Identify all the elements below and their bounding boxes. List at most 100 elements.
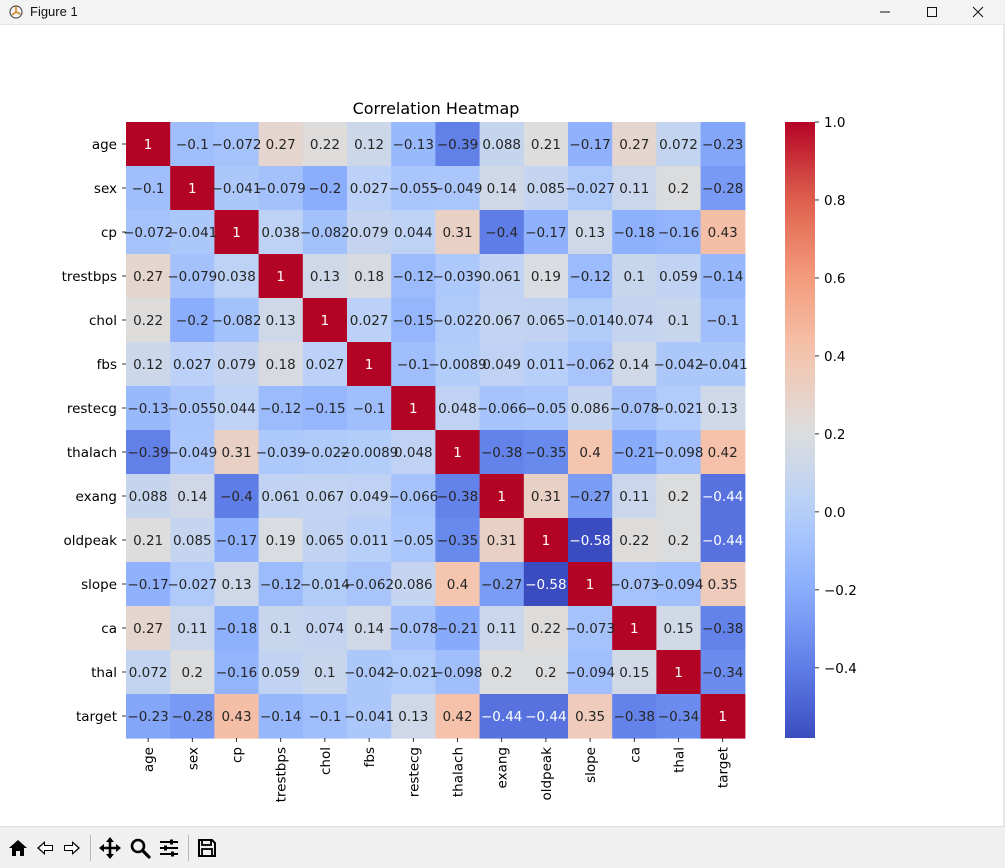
- heatmap-cell-restecg-chol: [302, 386, 348, 431]
- cell-annotation: 0.13: [708, 401, 738, 417]
- colorbar-tick-label: −0.4: [824, 661, 857, 677]
- x-tick-label: chol: [318, 747, 334, 775]
- figure-canvas: Correlation Heatmap 1 −0.1 −0.072 0.27 0.22 0…: [62, 99, 857, 802]
- cell-annotation: 0.13: [575, 225, 605, 241]
- cell-annotation: −0.022: [433, 313, 483, 329]
- cell-annotation: −0.062: [344, 577, 394, 593]
- configure-subplots-button[interactable]: [156, 835, 182, 861]
- cell-annotation: 1: [188, 181, 197, 197]
- cell-annotation: −0.23: [127, 709, 168, 725]
- cell-annotation: 0.065: [527, 313, 566, 329]
- heatmap-cell-trestbps-sex: [170, 254, 215, 299]
- save-icon: [198, 839, 216, 857]
- cell-annotation: 0.2: [491, 665, 512, 681]
- heatmap-cell-thal-exang: [479, 650, 525, 695]
- cell-annotation: −0.16: [216, 665, 257, 681]
- heatmap-cell-ca-oldpeak: [523, 606, 569, 651]
- cell-annotation: −0.027: [167, 577, 217, 593]
- cell-annotation: 0.22: [619, 533, 649, 549]
- x-tick-label: cp: [230, 747, 246, 763]
- heatmap-cell-thalach-sex: [170, 430, 215, 475]
- cell-annotation: −0.21: [614, 445, 655, 461]
- close-icon: [972, 6, 984, 18]
- home-button[interactable]: [5, 835, 31, 861]
- minimize-button[interactable]: [862, 0, 908, 24]
- cell-annotation: −0.12: [569, 269, 610, 285]
- heatmap-cell-ca-sex: [170, 606, 215, 651]
- cell-annotation: −0.039: [433, 269, 483, 285]
- heatmap-cell-slope-exang: [479, 562, 525, 607]
- cell-annotation: 0.14: [619, 357, 649, 373]
- heatmap-cell-thalach-thal: [656, 430, 702, 475]
- cell-annotation: −0.05: [393, 533, 434, 549]
- cell-annotation: −0.39: [127, 445, 168, 461]
- cell-annotation: −0.28: [172, 709, 213, 725]
- cell-annotation: 0.22: [133, 313, 163, 329]
- heatmap-cell-exang-age: [126, 474, 171, 519]
- heatmap-cell-target-sex: [170, 694, 215, 739]
- cell-annotation: −0.38: [481, 445, 522, 461]
- cell-annotation: −0.2: [176, 313, 209, 329]
- cell-annotation: −0.066: [388, 489, 438, 505]
- cell-annotation: −0.094: [565, 665, 615, 681]
- heatmap-cell-ca-thalach: [435, 606, 481, 651]
- heatmap-cell-age-exang: [479, 122, 525, 167]
- x-tick-label: sex: [185, 747, 201, 770]
- maximize-button[interactable]: [909, 0, 955, 24]
- heatmap-cell-thalach-exang: [479, 430, 525, 475]
- cell-annotation: −0.21: [437, 621, 478, 637]
- heatmap-cell-cp-trestbps: [258, 210, 304, 255]
- window-title: Figure 1: [30, 4, 78, 19]
- cell-annotation: 0.15: [619, 665, 649, 681]
- cell-annotation: 0.067: [306, 489, 345, 505]
- close-button[interactable]: [955, 0, 1001, 24]
- back-button[interactable]: [32, 835, 58, 861]
- heatmap-cell-fbs-exang: [479, 342, 525, 387]
- zoom-button[interactable]: [127, 835, 153, 861]
- heatmap-cell-oldpeak-chol: [302, 518, 348, 563]
- cell-annotation: 1: [586, 577, 595, 593]
- cell-annotation: −0.1: [706, 313, 739, 329]
- heatmap-cell-thalach-chol: [302, 430, 348, 475]
- pan-button[interactable]: [97, 835, 123, 861]
- heatmap-cell-restecg-trestbps: [258, 386, 304, 431]
- heatmap-cell-thal-cp: [214, 650, 260, 695]
- cell-annotation: −0.35: [525, 445, 566, 461]
- heatmap-cell-ca-target: [700, 606, 746, 651]
- heatmap-cell-oldpeak-trestbps: [258, 518, 304, 563]
- y-tick-label: fbs: [97, 357, 117, 373]
- heatmap-cell-restecg-age: [126, 386, 171, 431]
- heatmap-cell-trestbps-thal: [656, 254, 702, 299]
- cell-annotation: −0.072: [212, 137, 262, 153]
- y-tick-label: restecg: [67, 401, 117, 417]
- cell-annotation: 1: [365, 357, 374, 373]
- cell-annotation: 0.044: [394, 225, 433, 241]
- cell-annotation: 0.059: [261, 665, 300, 681]
- heatmap-cell-oldpeak-thal: [656, 518, 702, 563]
- forward-button[interactable]: [59, 835, 85, 861]
- cell-annotation: −0.17: [216, 533, 257, 549]
- x-tick-label: thal: [672, 747, 688, 773]
- cell-annotation: −0.44: [702, 533, 743, 549]
- heatmap-cell-trestbps-chol: [302, 254, 348, 299]
- cell-annotation: −0.042: [344, 665, 394, 681]
- colorbar-tick-label: 1.0: [824, 115, 845, 131]
- cell-annotation: −0.082: [212, 313, 262, 329]
- cell-annotation: −0.078: [609, 401, 659, 417]
- cell-annotation: 1: [630, 621, 639, 637]
- configure-subplots-icon: [160, 839, 178, 857]
- cell-annotation: 1: [674, 665, 683, 681]
- cell-annotation: 1: [276, 269, 285, 285]
- y-tick-label: chol: [89, 313, 117, 329]
- window-edge: [1003, 24, 1005, 826]
- colorbar-tick-label: −0.2: [824, 583, 857, 599]
- x-tick-label: slope: [583, 747, 599, 783]
- zoom-icon: [130, 838, 151, 859]
- heatmap-cell-target-cp: [214, 694, 260, 739]
- cell-annotation: −0.28: [702, 181, 743, 197]
- cell-annotation: −0.12: [260, 577, 301, 593]
- cell-annotation: 0.35: [708, 577, 738, 593]
- cell-annotation: −0.042: [654, 357, 704, 373]
- save-button[interactable]: [194, 835, 220, 861]
- cell-annotation: −0.073: [609, 577, 659, 593]
